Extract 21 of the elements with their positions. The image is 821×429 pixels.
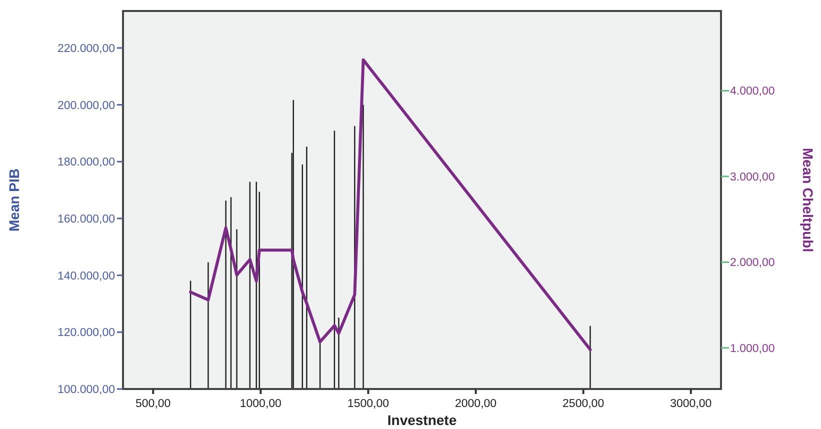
y-tick-label: 100.000,00 xyxy=(57,384,115,396)
x-tick-label: 3000,00 xyxy=(670,398,712,410)
y-axis-title: Mean PIB xyxy=(6,168,22,232)
x-axis-title: Investnete xyxy=(387,412,457,428)
y2-tick-label: 1.000,00 xyxy=(730,342,775,355)
line-series xyxy=(189,58,592,352)
y2-tick-label: 3.000,00 xyxy=(730,171,775,184)
y-tick-label: 180.000,00 xyxy=(57,156,115,169)
y2-tick-label: 4.000,00 xyxy=(730,86,775,98)
y-tick-label: 120.000,00 xyxy=(57,327,115,340)
y-tick-label: 200.000,00 xyxy=(57,100,115,112)
x-tick-label: 1500,00 xyxy=(347,398,390,410)
y-tick-label: 220.000,00 xyxy=(57,42,115,55)
y-tick-label: 160.000,00 xyxy=(57,213,115,226)
x-tick-label: 1000,00 xyxy=(240,398,282,410)
x-tick-label: 500,00 xyxy=(136,398,171,410)
x-tick-label: 2000,00 xyxy=(454,398,497,410)
y-tick-label: 140.000,00 xyxy=(57,270,115,282)
y2-axis-title: Mean Cheltpubl xyxy=(800,148,816,252)
y2-tick-label: 2.000,00 xyxy=(730,257,775,270)
x-tick-label: 2500,00 xyxy=(562,398,604,410)
